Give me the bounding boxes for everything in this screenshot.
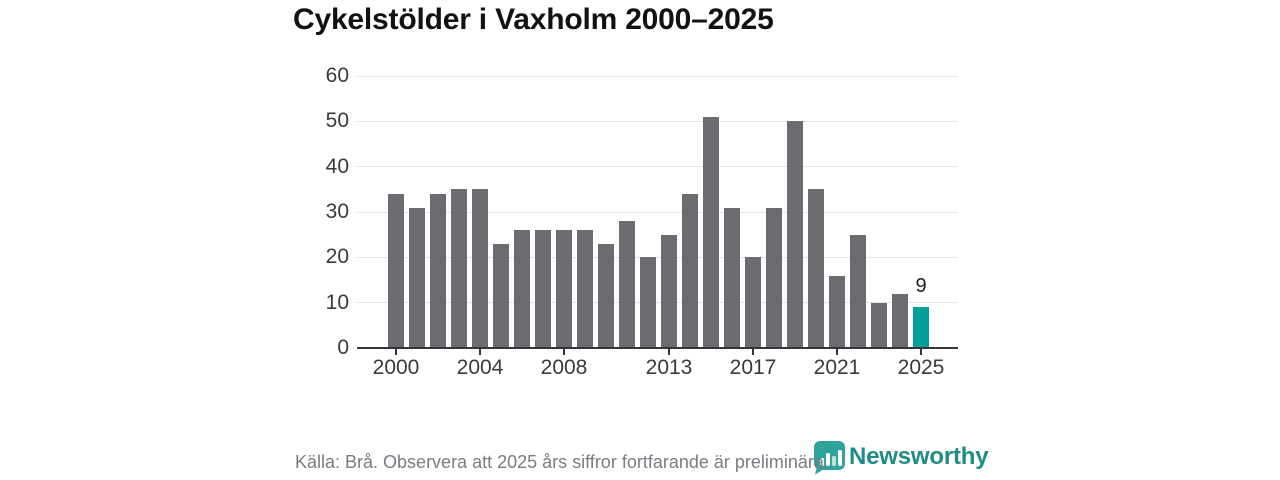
bar [913, 307, 929, 348]
bar [745, 257, 761, 348]
bar-chart-speech-bubble-icon [814, 441, 845, 475]
bar [556, 230, 572, 348]
chart-title: Cykelstölder i Vaxholm 2000–2025 [293, 3, 774, 36]
x-axis-label: 2017 [729, 356, 777, 379]
newsworthy-wordmark: Newsworthy [849, 443, 989, 470]
gridline [357, 211, 958, 213]
bar [829, 275, 845, 348]
y-axis-label: 50 [325, 109, 349, 133]
x-tick-mark [668, 349, 670, 355]
newsworthy-logo: Newsworthy [813, 440, 989, 475]
bar [619, 221, 635, 348]
bar [703, 116, 719, 348]
x-tick-mark [563, 349, 565, 355]
bar [535, 230, 551, 348]
bar-value-label: 9 [915, 275, 927, 297]
bar [598, 243, 614, 348]
bar [472, 189, 488, 348]
x-axis-line [357, 346, 958, 349]
y-axis-label: 40 [325, 154, 349, 178]
y-axis-label: 0 [337, 336, 349, 359]
bar [871, 302, 887, 348]
gridline [357, 75, 958, 77]
bar [766, 207, 782, 348]
bar [388, 193, 404, 348]
gridline [357, 166, 958, 168]
plot-area [357, 75, 958, 349]
bar [850, 234, 866, 348]
x-tick-mark [752, 349, 754, 355]
bar [430, 193, 446, 348]
bar [409, 207, 425, 348]
bar [451, 189, 467, 348]
gridline [357, 120, 958, 122]
bar [892, 293, 908, 348]
bar [577, 230, 593, 348]
bar [661, 234, 677, 348]
x-axis-label: 2013 [645, 356, 693, 379]
x-tick-mark [836, 349, 838, 355]
x-tick-mark [395, 349, 397, 355]
x-axis-label: 2000 [372, 356, 420, 379]
x-axis-label: 2008 [540, 356, 588, 379]
y-axis-label: 30 [325, 200, 349, 223]
x-axis-label: 2025 [897, 356, 945, 379]
gridline [357, 302, 958, 304]
x-tick-mark [479, 349, 481, 355]
y-axis-label: 10 [325, 290, 349, 314]
gridline [357, 256, 958, 258]
y-axis-label: 20 [325, 245, 349, 269]
bar [493, 243, 509, 348]
x-axis-label: 2021 [813, 356, 861, 379]
bar [724, 207, 740, 348]
y-axis-label: 60 [325, 64, 349, 87]
bar [808, 189, 824, 348]
bar [787, 121, 803, 348]
bar [640, 257, 656, 348]
bar [682, 193, 698, 348]
x-tick-mark [920, 349, 922, 355]
x-axis-label: 2004 [456, 356, 504, 379]
bar [514, 230, 530, 348]
source-note: Källa: Brå. Observera att 2025 års siffr… [295, 452, 829, 472]
